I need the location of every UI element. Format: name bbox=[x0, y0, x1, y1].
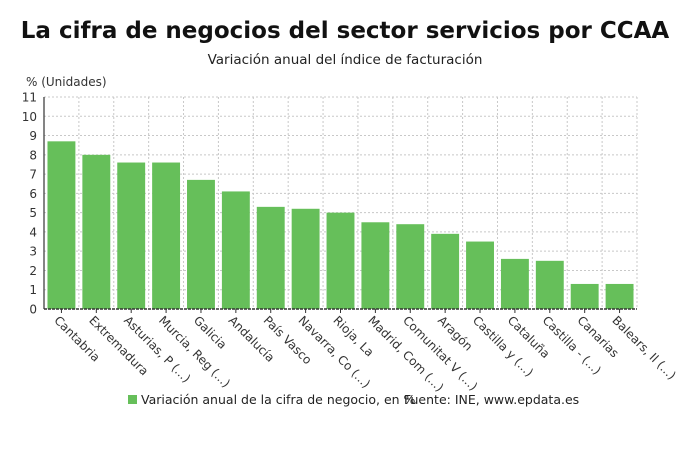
bar bbox=[326, 212, 355, 309]
y-tick-label: 2 bbox=[29, 264, 37, 278]
y-tick-label: 4 bbox=[29, 225, 37, 239]
legend-swatch bbox=[128, 395, 137, 404]
source-label: Fuente: INE, www.epdata.es bbox=[404, 392, 579, 407]
y-tick-label: 1 bbox=[29, 283, 37, 297]
bar bbox=[256, 206, 285, 309]
bar bbox=[152, 162, 181, 309]
chart-subtitle: Variación anual del índice de facturació… bbox=[207, 52, 483, 68]
bar bbox=[535, 260, 564, 309]
y-tick-label: 6 bbox=[29, 187, 37, 201]
bar bbox=[605, 283, 634, 309]
y-tick-label: 11 bbox=[22, 91, 37, 105]
bar bbox=[117, 162, 146, 309]
y-tick-label: 8 bbox=[29, 148, 37, 162]
legend-label: Variación anual de la cifra de negocio, … bbox=[141, 392, 416, 407]
chart-title: La cifra de negocios del sector servicio… bbox=[20, 18, 670, 44]
bar bbox=[466, 241, 494, 309]
y-tick-label: 7 bbox=[29, 168, 37, 182]
y-tick-label: 0 bbox=[29, 303, 37, 317]
y-tick-label: 9 bbox=[29, 129, 37, 143]
bar bbox=[500, 258, 529, 309]
bar bbox=[221, 191, 250, 309]
y-tick-label: 10 bbox=[22, 110, 37, 124]
bar bbox=[82, 154, 111, 309]
y-tick-label: 5 bbox=[29, 206, 37, 220]
bar bbox=[361, 222, 390, 309]
bar bbox=[291, 208, 320, 309]
bar bbox=[47, 141, 76, 309]
x-tick-label: Castilla y (...) bbox=[470, 313, 536, 379]
y-axis-label: % (Unidades) bbox=[26, 75, 107, 89]
bar bbox=[570, 283, 599, 309]
bar bbox=[431, 233, 460, 309]
bar bbox=[396, 224, 425, 309]
y-tick-label: 3 bbox=[29, 245, 37, 259]
bar bbox=[187, 179, 215, 309]
